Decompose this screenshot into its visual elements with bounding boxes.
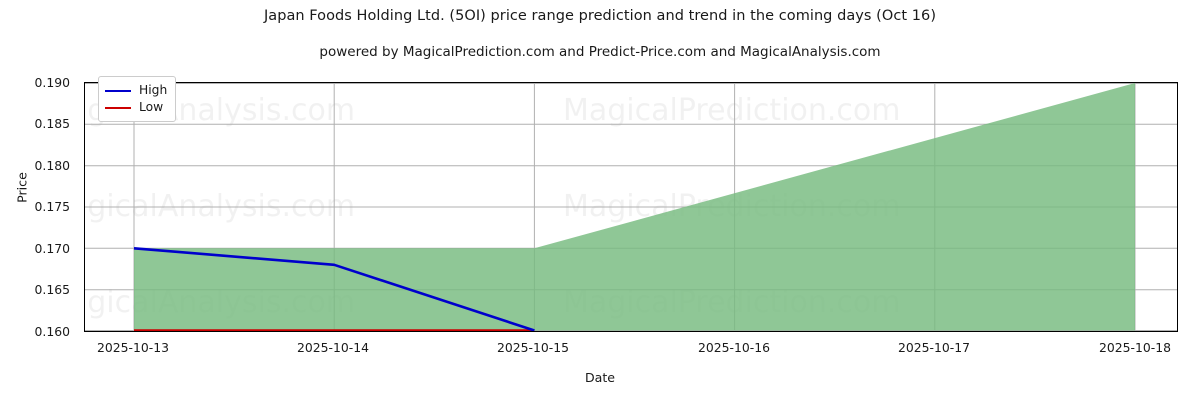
range-band-area xyxy=(134,83,1135,331)
chart-title: Japan Foods Holding Ltd. (5OI) price ran… xyxy=(263,8,937,24)
ytick-label-0185: 0.185 xyxy=(34,116,70,131)
xtick-label-2025-10-13: 2025-10-13 xyxy=(96,340,169,355)
xtick-label-2025-10-18: 2025-10-18 xyxy=(1098,340,1171,355)
legend-swatch-low-icon xyxy=(105,106,131,109)
ytick-label-0190: 0.190 xyxy=(34,75,70,90)
legend-item-low: Low xyxy=(105,99,167,116)
xtick-label-2025-10-14: 2025-10-14 xyxy=(296,340,369,355)
ytick-label-0165: 0.165 xyxy=(34,282,70,297)
ytick-label-0160: 0.160 xyxy=(34,324,70,339)
ytick-label-0180: 0.180 xyxy=(34,158,70,173)
legend: High Low xyxy=(98,76,177,122)
plot-svg xyxy=(85,83,1177,331)
y-axis-label: Price xyxy=(14,172,30,203)
x-axis-label: Date xyxy=(584,370,616,385)
series-line-high xyxy=(133,247,535,331)
legend-item-high: High xyxy=(105,82,167,99)
xtick-label-2025-10-17: 2025-10-17 xyxy=(897,340,970,355)
plot-area: MagicalAnalysis.com MagicalPrediction.co… xyxy=(84,82,1178,332)
chart-subtitle: powered by MagicalPrediction.com and Pre… xyxy=(319,44,881,60)
xtick-label-2025-10-16: 2025-10-16 xyxy=(697,340,770,355)
legend-label-high: High xyxy=(139,83,168,98)
legend-label-low: Low xyxy=(139,100,164,115)
ytick-label-0170: 0.170 xyxy=(34,241,70,256)
ytick-label-0175: 0.175 xyxy=(34,199,70,214)
xtick-label-2025-10-15: 2025-10-15 xyxy=(496,340,569,355)
legend-swatch-high-icon xyxy=(105,89,131,92)
